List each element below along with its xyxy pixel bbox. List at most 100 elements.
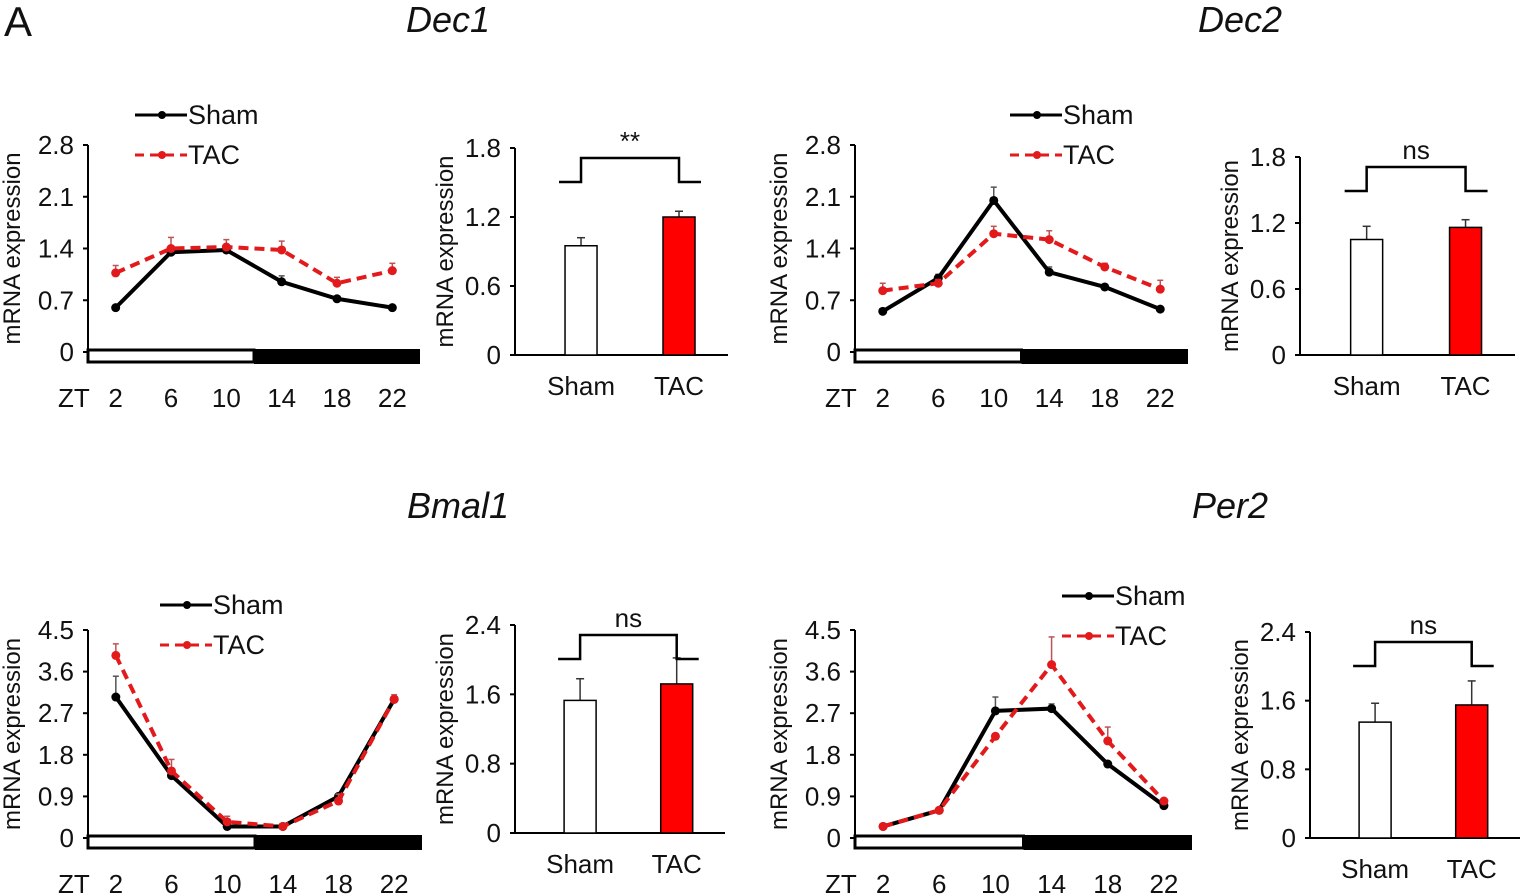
data-point-sham <box>989 195 999 205</box>
light-phase-bar <box>86 834 257 850</box>
y-tick-label: 1.6 <box>1260 686 1296 716</box>
legend-marker <box>1085 592 1093 600</box>
data-point-sham <box>111 692 121 702</box>
y-axis-label: mRNA expression <box>0 152 26 344</box>
y-tick-label: 0.9 <box>805 781 841 811</box>
series-line-tac <box>114 654 396 829</box>
x-tick-label: TAC <box>1447 854 1497 884</box>
panel-label: A <box>4 0 32 45</box>
x-tick-label: Sham <box>546 849 614 879</box>
y-tick-label: 0 <box>487 818 501 848</box>
data-point-tac <box>1047 660 1057 670</box>
y-tick-label: 3.6 <box>805 657 841 687</box>
legend-label-tac: TAC <box>1115 621 1167 651</box>
series-line-tac <box>882 661 1166 829</box>
x-tick-label: 18 <box>1090 383 1119 413</box>
legend-label-tac: TAC <box>213 630 265 660</box>
y-tick-label: 0.9 <box>38 781 74 811</box>
y-tick-label: 2.7 <box>38 698 74 728</box>
bar-sham <box>564 245 598 356</box>
series-line-sham <box>882 706 1166 829</box>
y-tick-label: 1.2 <box>465 202 501 232</box>
data-point-tac <box>1155 284 1165 294</box>
data-point-tac <box>1103 736 1113 746</box>
significance-label: ns <box>1410 610 1437 640</box>
data-point-tac <box>111 268 121 278</box>
y-tick-label: 0 <box>487 340 501 370</box>
y-tick-label: 0.7 <box>38 285 74 315</box>
y-axis-label: mRNA expression <box>432 633 459 825</box>
data-point-tac <box>878 821 888 831</box>
bar-tac <box>659 683 694 834</box>
x-tick-label: 14 <box>1035 383 1064 413</box>
y-tick-label: 2.4 <box>1260 617 1296 647</box>
data-point-tac <box>167 766 176 776</box>
x-tick-label: 2 <box>876 869 890 896</box>
series-line-sham <box>881 197 1161 314</box>
chart-bmal1: Bmal1 0 0.9 1.8 2.7 3.6 4.5 mRNA expression ZT 2 6… <box>0 485 509 896</box>
data-point-sham <box>1100 282 1110 292</box>
y-tick-label: 0.8 <box>1260 754 1296 784</box>
x-tick-label: 2 <box>108 383 122 413</box>
y-tick-label: 1.4 <box>38 234 74 264</box>
data-point-tac <box>1159 796 1169 806</box>
bar-tac <box>1448 226 1483 356</box>
chart-title: Dec2 <box>1198 0 1282 40</box>
dark-phase-bar <box>1023 835 1192 850</box>
chart-per2: Per2 0 0.9 1.8 2.7 3.6 4.5 mRNA expression ZT 2 6 1… <box>766 485 1268 896</box>
x-tick-label: 22 <box>1149 869 1178 896</box>
data-point-tac <box>334 796 343 806</box>
dark-phase-bar <box>254 349 420 364</box>
y-tick-label: 1.6 <box>465 679 501 709</box>
light-phase-bar <box>86 348 256 364</box>
y-tick-label: 4.5 <box>38 615 74 645</box>
series-line-tac <box>114 245 393 286</box>
significance-bracket <box>1353 640 1494 668</box>
y-tick-label: 0 <box>1272 340 1286 370</box>
y-axis-label: mRNA expression <box>1217 160 1244 352</box>
data-point-tac <box>933 278 943 288</box>
y-axis-label: mRNA expression <box>766 638 793 830</box>
x-tick-label: 6 <box>164 383 178 413</box>
legend-label-sham: Sham <box>1115 581 1186 611</box>
y-tick-label: 0.6 <box>1250 274 1286 304</box>
bar-tac <box>662 216 696 356</box>
data-point-sham <box>387 303 397 313</box>
data-point-tac <box>277 245 287 255</box>
y-tick-label: 0 <box>827 337 841 367</box>
x-tick-label: 18 <box>1093 869 1122 896</box>
legend-label-sham: Sham <box>188 100 259 130</box>
x-tick-label: 14 <box>267 383 296 413</box>
x-tick-label: 6 <box>164 869 178 896</box>
data-point-tac <box>934 805 944 815</box>
data-point-tac <box>989 229 999 239</box>
data-point-sham <box>1047 704 1057 714</box>
y-tick-label: 4.5 <box>805 615 841 645</box>
y-axis-label: mRNA expression <box>1227 639 1254 831</box>
x-axis-prefix: ZT <box>825 869 857 896</box>
y-tick-label: 0 <box>1282 823 1296 853</box>
x-tick-label: 10 <box>979 383 1008 413</box>
legend-marker <box>183 641 191 649</box>
bar-sham <box>563 699 597 834</box>
dark-phase-bar <box>1021 349 1188 364</box>
chart-title: Dec1 <box>406 0 490 40</box>
y-tick-label: 3.6 <box>38 657 74 687</box>
x-tick-label: 2 <box>109 869 123 896</box>
dark-phase-bar <box>255 835 422 850</box>
x-tick-label: 22 <box>1146 383 1175 413</box>
legend-marker <box>183 601 191 609</box>
y-tick-label: 0 <box>60 823 74 853</box>
x-tick-label: 10 <box>212 383 241 413</box>
y-tick-label: 0.7 <box>805 285 841 315</box>
data-point-sham <box>1103 759 1113 769</box>
data-point-sham <box>111 303 121 313</box>
y-axis-label: mRNA expression <box>0 638 26 830</box>
data-point-tac <box>387 266 397 276</box>
x-tick-label: 14 <box>1037 869 1066 896</box>
